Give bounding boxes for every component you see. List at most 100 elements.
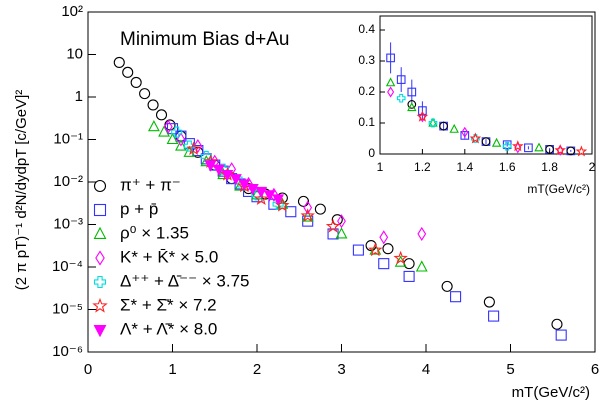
marker — [488, 310, 500, 322]
marker — [147, 99, 159, 111]
y-tick-label: 10⁻² — [53, 173, 83, 190]
marker — [417, 226, 427, 241]
marker — [163, 119, 173, 134]
y-tick-label: 10² — [61, 3, 83, 20]
marker — [352, 244, 364, 256]
marker — [511, 140, 524, 152]
marker — [379, 230, 389, 245]
marker — [403, 258, 415, 270]
marker — [139, 88, 151, 100]
marker — [382, 243, 394, 255]
y-tick-label: 10⁻⁶ — [52, 343, 83, 360]
marker — [481, 137, 491, 146]
marker — [461, 126, 469, 138]
marker — [113, 56, 125, 69]
x-tick-label: 1.6 — [499, 160, 516, 174]
y-tick-label: 10⁻⁴ — [52, 258, 83, 275]
marker — [93, 226, 107, 239]
x-tick-label: 6 — [591, 361, 599, 378]
marker — [566, 146, 576, 156]
y-tick-label: 0 — [368, 146, 375, 160]
marker — [337, 214, 346, 229]
y-axis-label: (2 π pT)⁻¹ d²N/dydpT [c/GeV]² — [13, 90, 30, 291]
x-tick-label: 0 — [84, 361, 92, 378]
y-tick-label: 0.3 — [358, 53, 375, 67]
marker — [385, 77, 396, 87]
marker — [255, 186, 268, 199]
marker — [254, 191, 269, 206]
legend-label: p + p̄ — [120, 199, 158, 218]
marker — [93, 275, 107, 289]
marker — [469, 132, 482, 144]
marker — [368, 242, 383, 257]
marker — [263, 190, 276, 202]
x-tick-label: 2 — [589, 160, 596, 174]
marker — [450, 291, 462, 303]
marker — [369, 243, 382, 255]
marker — [491, 137, 502, 147]
y-tick-label: 10 — [66, 45, 83, 62]
marker — [407, 87, 417, 97]
y-tick-label: 1 — [75, 88, 83, 105]
marker — [555, 329, 567, 341]
marker — [407, 100, 417, 109]
y-tick-label: 0.4 — [358, 22, 375, 36]
marker — [164, 119, 176, 131]
marker — [238, 179, 251, 191]
marker — [147, 120, 160, 132]
x-tick-label: 1.2 — [414, 160, 431, 174]
marker — [483, 296, 495, 308]
marker — [213, 164, 225, 176]
marker — [95, 250, 105, 266]
marker — [378, 258, 390, 270]
legend-label: π⁺ + π⁻ — [120, 175, 181, 194]
x-tick-label: 2 — [253, 361, 261, 378]
marker — [396, 93, 406, 103]
marker — [204, 160, 217, 172]
marker — [428, 117, 438, 127]
y-tick-label: 10⁻¹ — [53, 130, 83, 147]
marker — [534, 142, 544, 152]
y-tick-label: 0.1 — [358, 115, 375, 129]
marker — [428, 118, 438, 128]
x-tick-label: 4 — [422, 361, 430, 378]
marker — [554, 144, 567, 156]
marker — [130, 76, 142, 88]
marker — [155, 109, 168, 121]
marker — [193, 139, 203, 154]
marker — [439, 121, 448, 131]
legend-label: ρ⁰ × 1.35 — [120, 223, 189, 242]
marker — [387, 86, 395, 98]
x-axis-label: mT(GeV/c²) — [512, 384, 590, 401]
legend-label: Σ* + Σ̄* × 7.2 — [120, 295, 217, 314]
marker — [158, 125, 170, 137]
marker — [175, 139, 187, 151]
x-tick-label: 1 — [168, 361, 176, 378]
legend-label: Δ⁺⁺ + Δ̄⁻⁻ × 3.75 — [120, 271, 250, 290]
marker — [335, 227, 348, 239]
marker — [93, 203, 107, 217]
x-tick-label: 3 — [337, 361, 345, 378]
legend-label: Λ* + Λ̄* × 8.0 — [120, 319, 217, 338]
marker — [285, 206, 297, 218]
marker — [186, 141, 201, 156]
marker — [460, 131, 470, 140]
marker — [396, 75, 406, 84]
x-tick-label: 1 — [377, 160, 384, 174]
x-tick-label: 1.8 — [541, 160, 558, 174]
marker — [386, 53, 395, 63]
marker — [403, 270, 415, 282]
marker — [524, 143, 533, 153]
marker — [415, 260, 428, 272]
marker — [441, 280, 453, 292]
marker — [297, 195, 310, 207]
inset-frame — [379, 15, 593, 155]
marker — [502, 141, 512, 151]
y-tick-label: 10⁻⁵ — [52, 300, 83, 317]
marker — [171, 126, 183, 138]
marker — [393, 250, 408, 265]
marker — [272, 194, 285, 206]
x-tick-label: 5 — [506, 361, 514, 378]
marker — [92, 297, 108, 313]
